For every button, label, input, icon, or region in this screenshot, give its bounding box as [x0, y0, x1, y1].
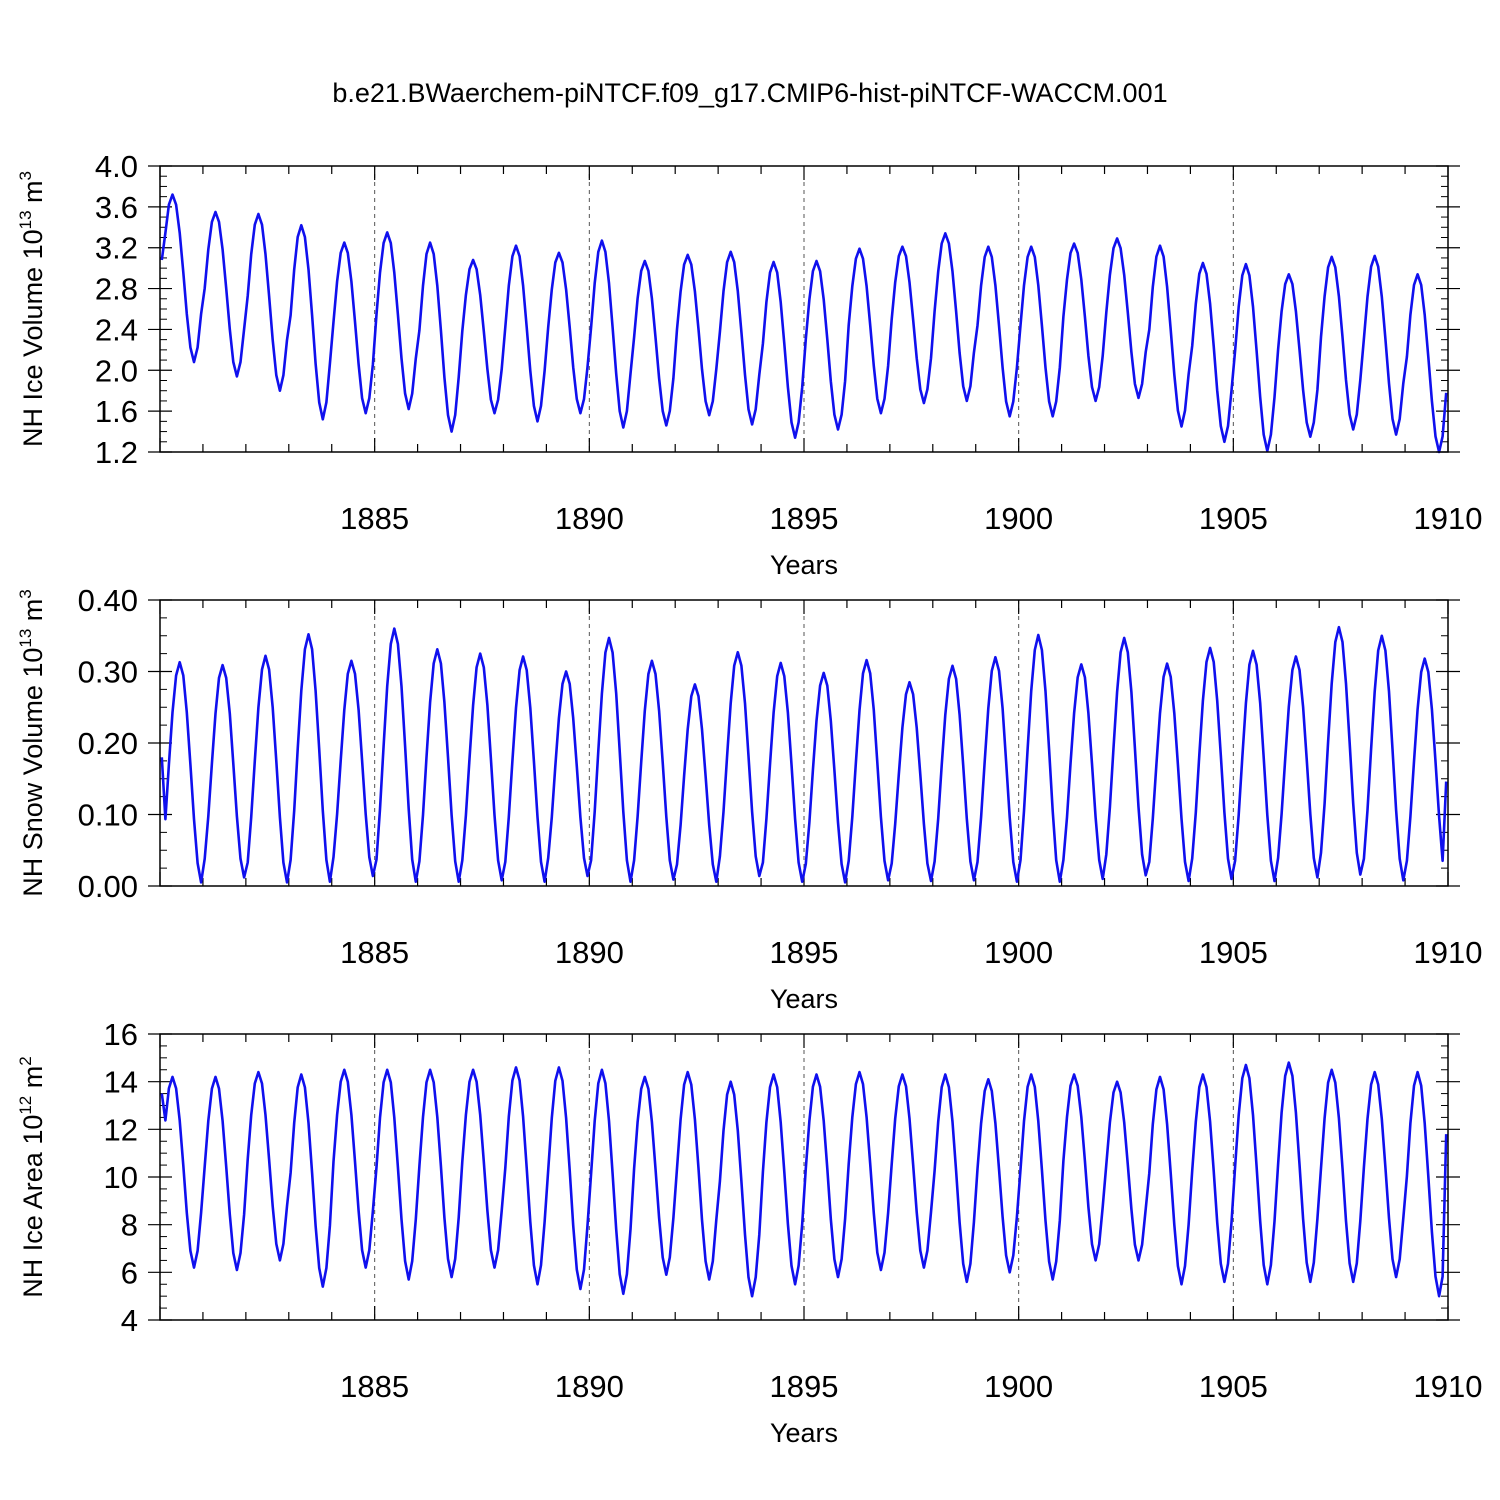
y-axis-label-exponent: 12 — [16, 1096, 35, 1115]
y-tick-label: 4.0 — [95, 149, 138, 184]
y-tick-label: 0.00 — [78, 869, 138, 904]
y-axis-label-exponent: 13 — [16, 629, 35, 648]
y-tick-label: 6 — [121, 1255, 138, 1290]
y-axis-label-exponent: 13 — [16, 210, 35, 229]
y-tick-label: 16 — [104, 1017, 138, 1052]
y-tick-label: 0.40 — [78, 583, 138, 618]
plot-frame — [159, 599, 1449, 887]
y-axis-label-unit: m — [18, 599, 48, 629]
y-axis-label-unit-exponent: 2 — [16, 1056, 35, 1065]
x-tick-label: 1890 — [555, 501, 624, 536]
y-axis-label-base: NH Ice Area 10 — [18, 1115, 48, 1298]
y-tick-label: 3.2 — [95, 231, 138, 266]
y-tick-label: 0.10 — [78, 798, 138, 833]
x-axis-label: Years — [770, 1418, 838, 1448]
y-tick-label: 3.6 — [95, 190, 138, 225]
x-tick-label: 1885 — [340, 935, 409, 970]
x-tick-label: 1885 — [340, 501, 409, 536]
x-axis-label: Years — [770, 984, 838, 1014]
y-axis-label: NH Ice Volume 1013 m3 — [16, 171, 48, 447]
y-axis-label-unit: m — [18, 180, 48, 210]
x-tick-label: 1905 — [1199, 935, 1268, 970]
y-axis-label: NH Snow Volume 1013 m3 — [16, 589, 48, 897]
y-axis-label: NH Ice Area 1012 m2 — [16, 1056, 48, 1297]
y-axis-label-unit-exponent: 3 — [16, 589, 35, 598]
y-tick-label: 1.6 — [95, 394, 138, 429]
y-axis-label-base: NH Ice Volume 10 — [18, 229, 48, 447]
y-axis-label-unit-exponent: 3 — [16, 171, 35, 180]
y-tick-label: 4 — [121, 1303, 138, 1338]
x-tick-label: 1885 — [340, 1369, 409, 1404]
y-tick-label: 0.20 — [78, 726, 138, 761]
y-tick-label: 1.2 — [95, 435, 138, 470]
series-line-nh-ice-area — [160, 1061, 1448, 1298]
x-tick-label: 1905 — [1199, 1369, 1268, 1404]
y-tick-label: 8 — [121, 1208, 138, 1243]
plot-frame — [159, 165, 1449, 453]
x-tick-label: 1900 — [984, 935, 1053, 970]
y-tick-label: 14 — [104, 1065, 138, 1100]
x-tick-label: 1895 — [770, 1369, 839, 1404]
x-tick-label: 1890 — [555, 935, 624, 970]
x-tick-label: 1910 — [1414, 935, 1483, 970]
y-tick-label: 2.8 — [95, 272, 138, 307]
x-tick-label: 1910 — [1414, 1369, 1483, 1404]
series-line-nh-snow-volume — [160, 625, 1448, 884]
x-tick-label: 1895 — [770, 935, 839, 970]
x-tick-label: 1900 — [984, 501, 1053, 536]
y-tick-label: 10 — [104, 1160, 138, 1195]
y-tick-label: 0.30 — [78, 655, 138, 690]
x-tick-label: 1895 — [770, 501, 839, 536]
y-axis-label-base: NH Snow Volume 10 — [18, 648, 48, 897]
series-line-nh-ice-volume — [160, 193, 1448, 454]
y-tick-label: 2.0 — [95, 353, 138, 388]
x-axis-label: Years — [770, 550, 838, 580]
y-axis-label-unit: m — [18, 1066, 48, 1096]
x-tick-label: 1890 — [555, 1369, 624, 1404]
y-tick-label: 12 — [104, 1112, 138, 1147]
figure-title: b.e21.BWaerchem-piNTCF.f09_g17.CMIP6-his… — [332, 78, 1167, 108]
x-tick-label: 1910 — [1414, 501, 1483, 536]
x-tick-label: 1900 — [984, 1369, 1053, 1404]
plot-frame — [159, 1033, 1449, 1321]
x-tick-label: 1905 — [1199, 501, 1268, 536]
y-tick-label: 2.4 — [95, 312, 138, 347]
panel-ice-volume: 1.2 1.6 2.0 2.4 2.8 3.2 3.6 4.0 1885 1890 1895 1900… — [16, 149, 1482, 580]
panel-ice-area: 4 6 8 10 12 14 16 1885 1890 1895 1900 1905 1910 Years… — [16, 1017, 1482, 1448]
panel-snow-volume: 0.00 0.10 0.20 0.30 0.40 1885 1890 1895 1900 1905… — [16, 583, 1482, 1014]
